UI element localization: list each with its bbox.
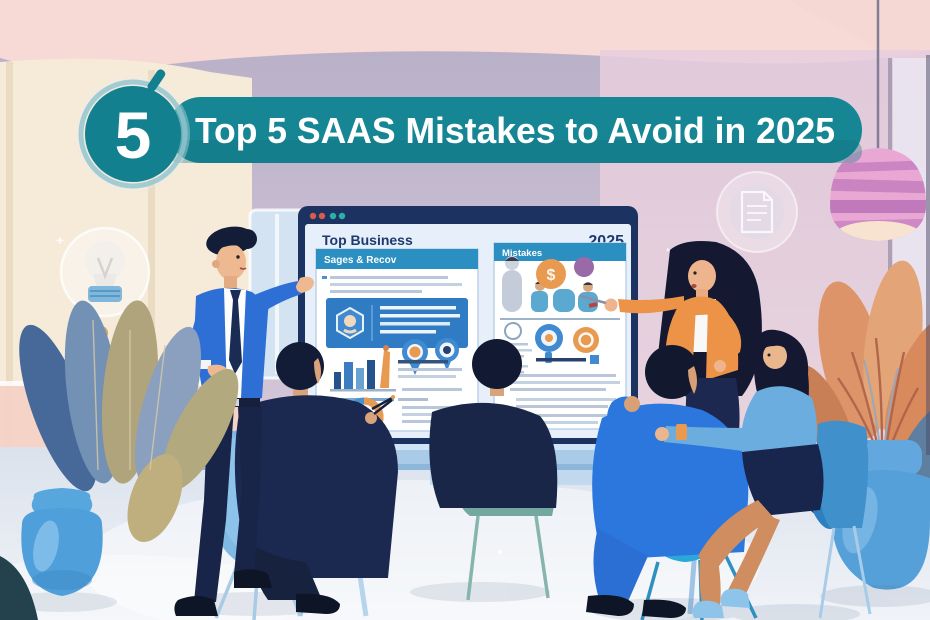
woman-d-thigh [698,500,774,570]
corner-leaf [0,556,38,620]
presentation-screen: Top Business 2025 Sages & Recov [298,206,638,458]
left-panel-award-badges [402,338,459,375]
presenter-leg-right [234,407,262,578]
banner-title-text: Top 5 SAAS Mistakes to Avoid in 2025 [195,110,835,151]
right-panel-header: Mistakes [502,248,542,259]
man-c-shoe-right [642,599,686,618]
woman-face [688,260,716,292]
badge-stem [147,69,166,92]
man-a-shoe [296,593,340,614]
left-plant [19,300,239,596]
left-panel-blue-card [326,298,468,348]
titlebar-dots [309,212,346,220]
standing-woman-orange-blazer [579,241,762,464]
woman-d-face [763,343,787,369]
woman-pointing-arm [618,296,684,314]
woman-hip-arm [712,308,742,368]
presenter-shoe-right [234,569,272,588]
seated-woman-light-blue [655,329,824,618]
dashboard-right-panel: Mistakes $ [493,242,627,430]
left-panel-bar-chart [330,345,396,392]
left-vase [21,488,103,596]
pendant-lamp [830,0,926,241]
pointer-stick [579,294,607,305]
man-a-hand [365,412,377,424]
right-panel-figures: $ [502,256,598,312]
left-panel-header: Sages & Recov [324,255,397,266]
man-a-pen [373,399,393,415]
man-c-hand [624,396,640,412]
presenter-tie [229,290,242,374]
woman-hand [604,298,618,312]
presenter-leg-left [194,407,234,602]
presenter-right-arm [252,281,302,314]
chair-blue-right [816,420,872,619]
screen-window-title: Top Business [322,232,413,248]
woman-d-heel-left [692,600,724,618]
presenter-face [216,244,246,280]
woman-d-hand [655,427,669,441]
presenter-right-hand [296,276,314,293]
lightbulb-icon [59,226,151,318]
right-frame-line [926,55,930,455]
right-panel-badges [535,324,599,363]
title-banner: Top 5 SAAS Mistakes to Avoid in 2025 [168,97,862,163]
woman-d-skirt [742,444,824,516]
woman-d-phone [676,424,687,440]
presenter-shoe-left [174,596,218,616]
document-icon [716,171,798,253]
man-c-shoe-left [586,595,634,616]
badge-number-text: 5 [115,98,152,172]
currency-glyph: $ [547,267,556,284]
number-badge: 5 [76,69,190,191]
seated-man-dark-suit [429,339,558,508]
woman-d-heel-right [720,588,750,608]
